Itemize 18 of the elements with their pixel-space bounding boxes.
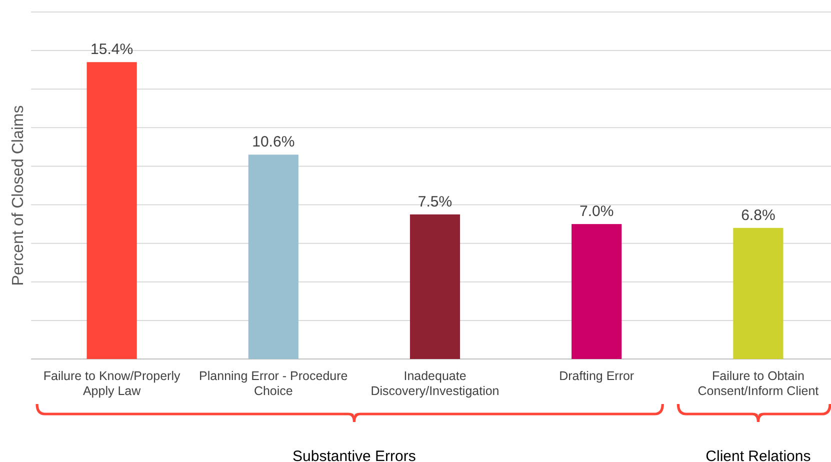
x-tick-label: Failure to Know/Properly Apply Law [43,369,181,398]
y-axis-title: Percent of Closed Claims [10,105,27,286]
text: Client Relations [706,448,811,462]
x-tick-label: Failure to Obtain Consent/Inform Client [698,369,820,398]
bar [86,62,137,359]
bar [733,228,784,359]
bar [572,224,622,359]
x-tick-label: Inadequate Discovery/Investigation [370,369,500,398]
text: Substantive Errors [292,448,416,462]
data-label: 10.6% [252,134,295,151]
data-label: 15.4% [90,41,134,58]
data-label: 6.8% [741,206,776,224]
bar [410,214,460,359]
data-label: 7.0% [580,203,614,220]
x-tick-label: Drafting Error [559,369,634,383]
x-tick-label: Planning Error - Procedure Choice [199,369,348,398]
bar [248,154,298,359]
data-label: 7.5% [418,193,452,210]
